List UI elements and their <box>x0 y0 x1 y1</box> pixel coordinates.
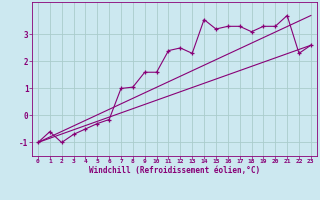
X-axis label: Windchill (Refroidissement éolien,°C): Windchill (Refroidissement éolien,°C) <box>89 166 260 175</box>
